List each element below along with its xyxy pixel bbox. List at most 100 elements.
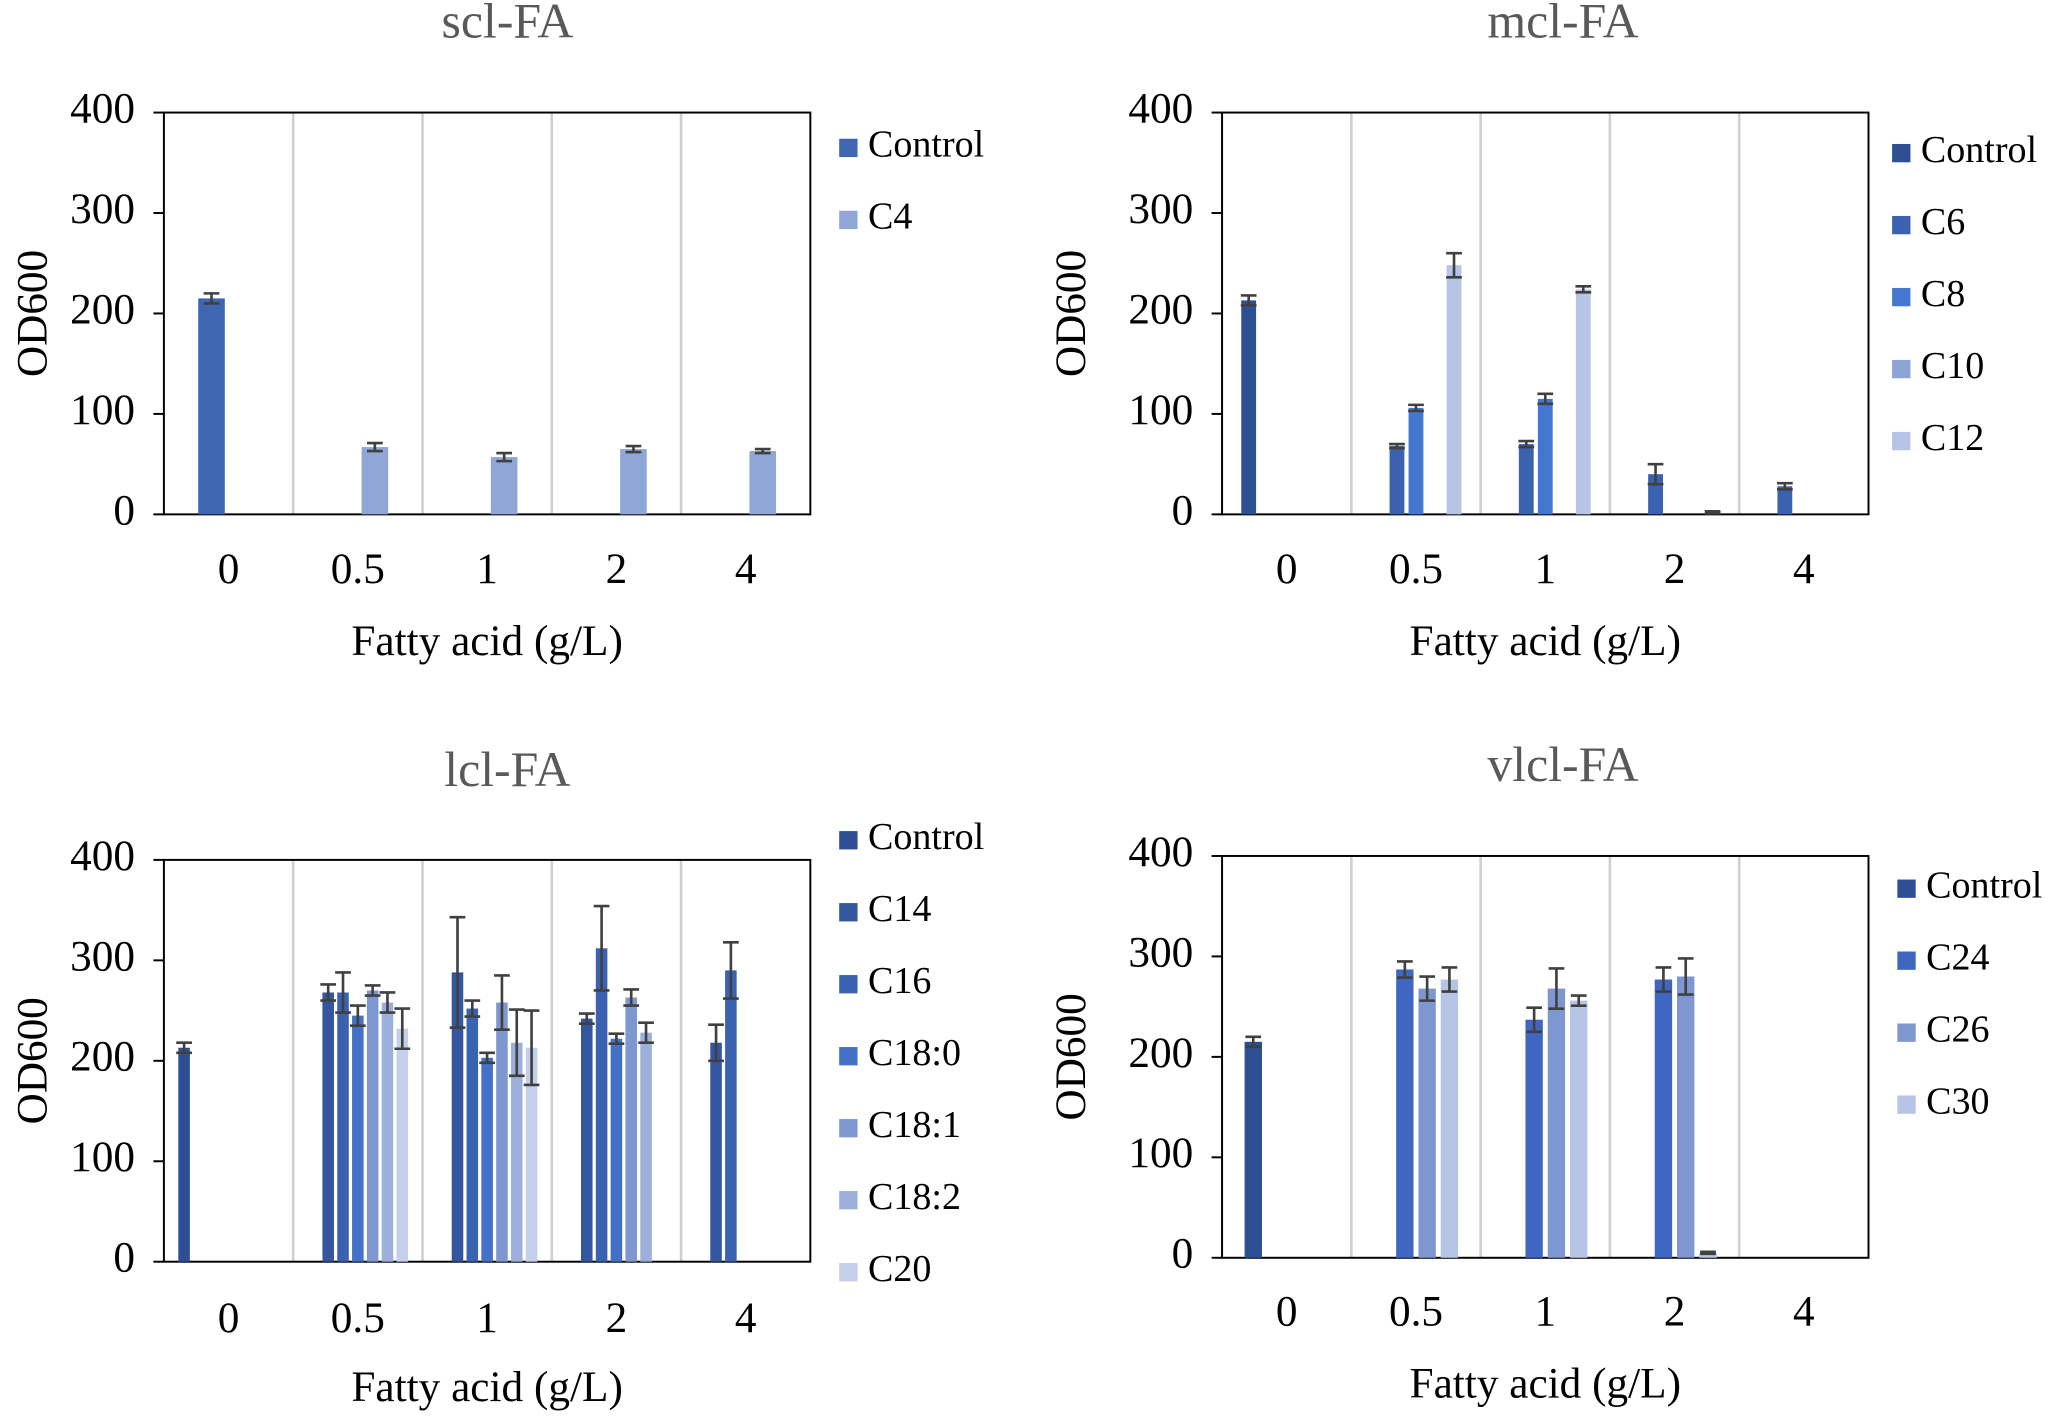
legend-swatch <box>1892 287 1911 307</box>
error-bar <box>1647 462 1664 486</box>
x-tick-label: 2 <box>1664 545 1686 593</box>
legend-swatch <box>1897 1023 1916 1042</box>
chart-title: mcl-FA <box>1487 0 1638 49</box>
x-axis-title: Fatty acid (g/L) <box>351 617 622 665</box>
bar <box>580 1018 593 1262</box>
legend-swatch <box>839 1263 858 1282</box>
x-tick-label: 0.5 <box>331 545 385 593</box>
plot-frame <box>1221 854 1870 1259</box>
y-tick-label: 400 <box>1128 828 1193 876</box>
error-bar <box>394 1007 411 1051</box>
error-bar <box>496 451 513 463</box>
bar <box>1570 1000 1588 1258</box>
y-tick-label: 300 <box>70 932 135 980</box>
bar <box>595 948 608 1262</box>
legend-label: C10 <box>1921 345 1984 387</box>
y-tick-label: 400 <box>70 832 135 880</box>
error-bar <box>1446 251 1462 279</box>
error-bar <box>625 444 642 454</box>
y-tick-label: 200 <box>1128 285 1193 333</box>
error-bar <box>1441 966 1458 993</box>
y-tick-label: 100 <box>1128 1129 1193 1177</box>
legend-label: C14 <box>868 888 931 930</box>
legend-label: C30 <box>1926 1080 1989 1122</box>
legend-label: C8 <box>1921 273 1965 315</box>
bar <box>352 1015 364 1262</box>
error-bar <box>464 999 481 1018</box>
error-bar <box>1575 285 1592 294</box>
error-bar <box>723 940 739 1000</box>
legend-label: C18:1 <box>868 1104 961 1146</box>
error-bar <box>1537 392 1554 406</box>
bar <box>1537 398 1553 515</box>
legend-swatch <box>839 831 858 850</box>
legend-label: C4 <box>868 196 912 238</box>
legend-label: C18:2 <box>868 1176 961 1218</box>
bar <box>322 992 334 1262</box>
y-tick-label: 200 <box>1128 1029 1193 1077</box>
legend-label: C20 <box>868 1248 931 1290</box>
y-tick-label: 0 <box>113 486 135 534</box>
x-axis-title: Fatty acid (g/L) <box>1410 617 1681 665</box>
x-tick-label: 0.5 <box>1389 1287 1443 1335</box>
bar <box>1389 446 1405 515</box>
legend-label: C26 <box>1926 1008 1989 1050</box>
legend-label: Control <box>868 124 984 166</box>
error-bar <box>364 984 381 997</box>
x-tick-label: 2 <box>1664 1287 1686 1335</box>
error-bar <box>1570 994 1587 1007</box>
legend-swatch <box>1897 879 1916 898</box>
bar <box>1777 486 1793 515</box>
y-axis-title: OD600 <box>1047 250 1095 377</box>
error-bar <box>1419 975 1436 1002</box>
error-bar <box>1548 967 1565 1010</box>
legend-swatch <box>1897 1095 1916 1114</box>
error-bar <box>449 915 466 1029</box>
bar <box>1408 407 1424 515</box>
y-tick-label: 0 <box>1172 486 1194 534</box>
x-tick-label: 2 <box>606 1294 628 1342</box>
x-tick-label: 1 <box>1534 545 1556 593</box>
bar <box>1677 976 1695 1258</box>
bar <box>1396 969 1414 1258</box>
bar <box>1244 1041 1262 1258</box>
y-axis-title: OD600 <box>9 250 57 377</box>
legend-label: C16 <box>868 960 931 1002</box>
y-tick-label: 100 <box>70 386 135 434</box>
x-tick-label: 4 <box>1793 1287 1815 1335</box>
bar <box>1440 979 1459 1258</box>
x-axis-title: Fatty acid (g/L) <box>351 1363 622 1411</box>
legend-swatch <box>839 975 858 994</box>
error-bar <box>335 971 351 1014</box>
bar <box>178 1047 190 1262</box>
error-bar <box>1655 966 1672 993</box>
x-tick-label: 0.5 <box>1389 545 1443 593</box>
error-bar <box>320 983 337 1002</box>
y-tick-label: 200 <box>70 1033 135 1081</box>
x-tick-label: 0 <box>1276 545 1298 593</box>
error-bar <box>638 1021 654 1045</box>
bar <box>710 1042 722 1262</box>
x-tick-label: 4 <box>735 545 757 593</box>
legend-label: C6 <box>1921 201 1965 243</box>
error-bar <box>523 1009 540 1087</box>
plot-frame <box>1221 111 1870 516</box>
y-tick-label: 300 <box>1128 928 1193 976</box>
legend-swatch <box>839 1191 858 1210</box>
bar <box>525 1047 538 1262</box>
chart-title: lcl-FA <box>444 742 570 797</box>
bar <box>466 1008 479 1262</box>
bar <box>1699 1252 1717 1258</box>
bar <box>640 1032 652 1262</box>
legend-label: C24 <box>1926 936 1989 978</box>
bar <box>396 1028 409 1262</box>
legend-swatch <box>1897 951 1916 970</box>
error-bar <box>494 974 510 1031</box>
y-tick-label: 0 <box>113 1234 135 1282</box>
error-bar <box>508 1008 525 1078</box>
bar <box>1446 265 1462 515</box>
y-axis-title: OD600 <box>1047 993 1095 1120</box>
bar <box>496 1002 508 1262</box>
